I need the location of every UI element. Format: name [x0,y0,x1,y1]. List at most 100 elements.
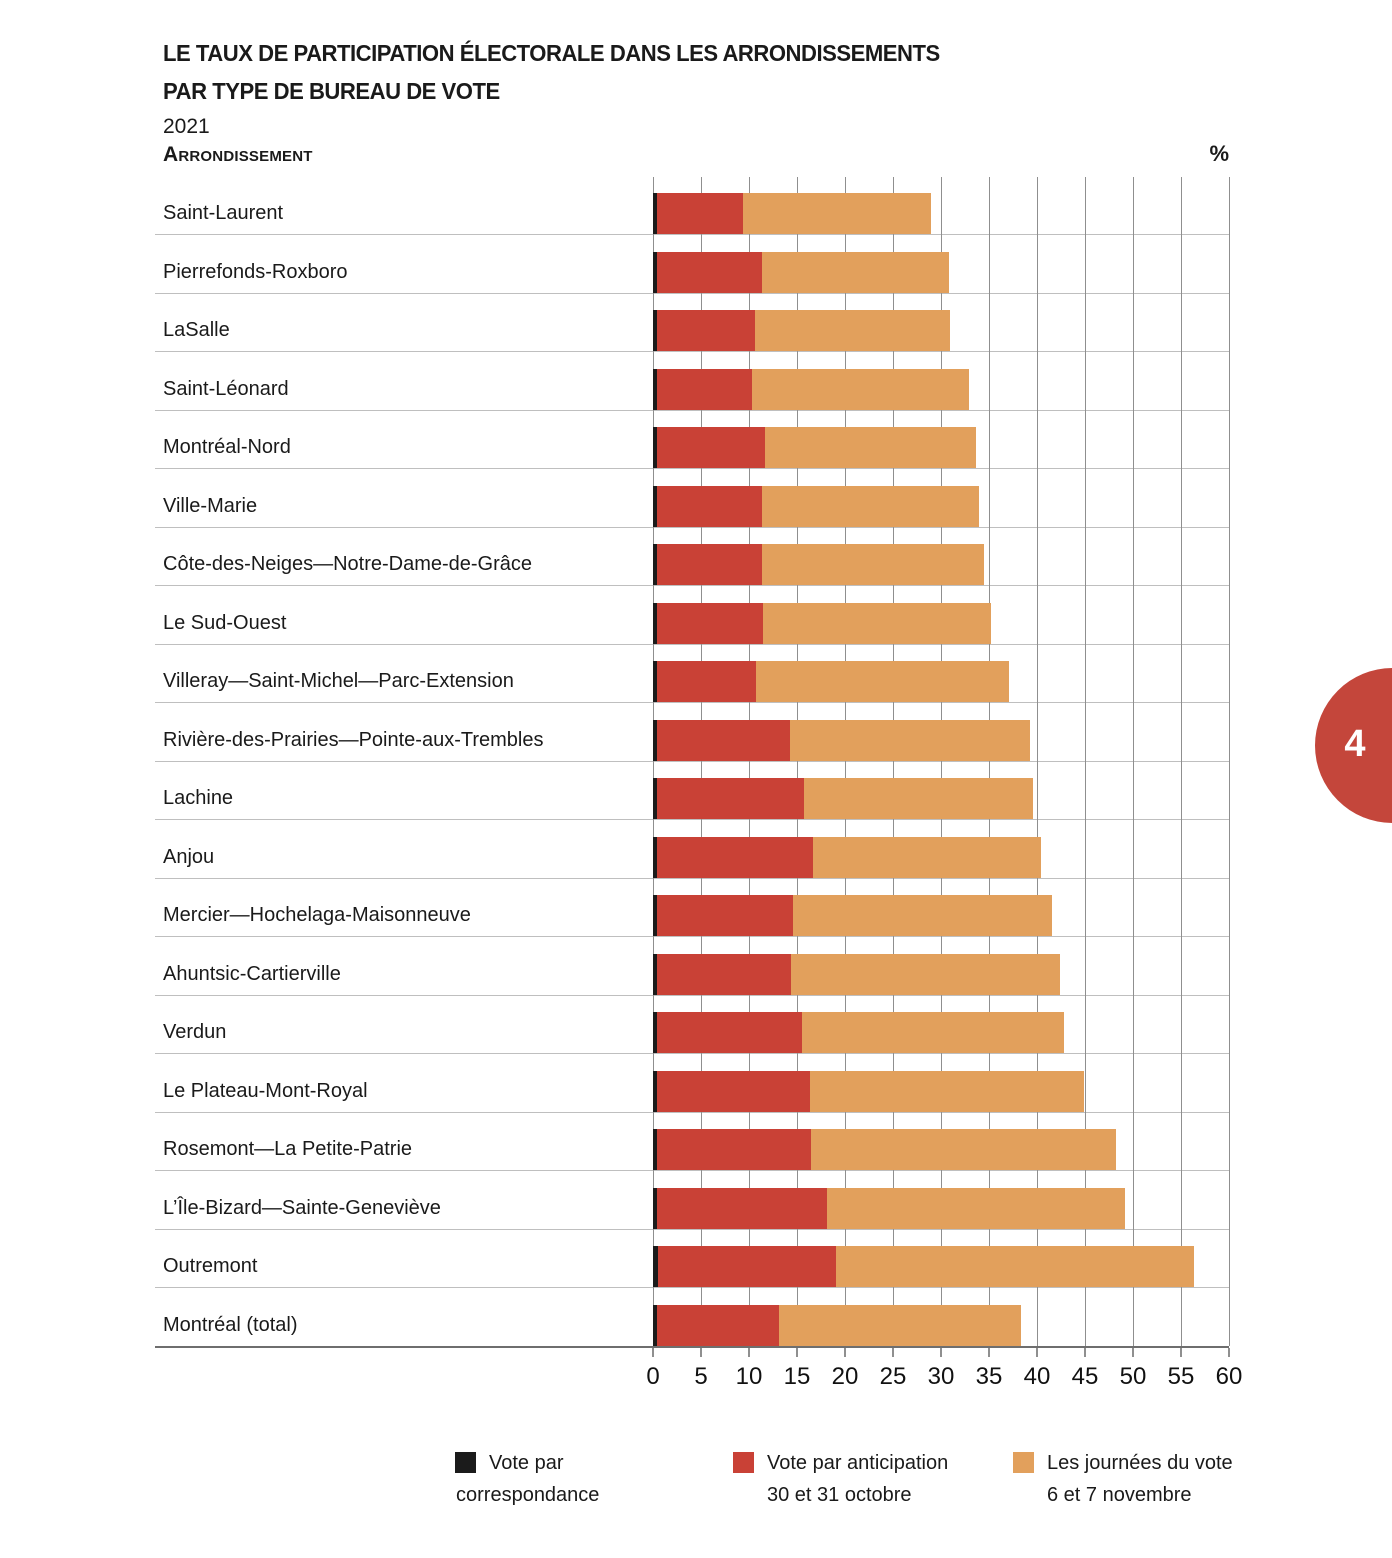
legend-item-correspondance: Vote par correspondance [455,1447,599,1511]
bar-segment-anticipation [656,719,791,761]
bar-segment-anticipation [656,836,814,878]
bar-row [653,1012,1064,1053]
bar-segment-correspondance [653,1246,658,1287]
bar-row [653,368,969,410]
row-separator [155,1228,1229,1230]
x-tick-label: 20 [831,1363,859,1390]
x-tick-label: 45 [1071,1363,1099,1390]
legend-swatch-correspondance [455,1452,476,1473]
row-label: Rosemont—La Petite-Patrie [163,1138,413,1160]
bar-segment-jours_vote [826,1187,1126,1229]
bar-segment-jours_vote [763,602,991,644]
row-label: Montréal-Nord [163,436,291,458]
bar-segment-correspondance [653,1187,657,1229]
row-label: Ville-Marie [163,494,258,517]
axis-tick [652,1348,654,1357]
row-separator [155,292,1229,294]
bar-row [653,1246,1195,1287]
row-separator [155,468,1229,469]
row-label: Verdun [163,1021,227,1043]
bar-segment-correspondance [653,544,657,585]
bar-segment-correspondance [653,1304,657,1346]
bar-segment-anticipation [656,251,763,293]
bar-segment-anticipation [656,895,794,936]
bar-segment-jours_vote [762,251,949,293]
x-tick-label: 40 [1023,1363,1051,1390]
row-separator [155,1170,1229,1171]
x-tick-label: 0 [646,1363,660,1390]
chart-area: 0 5 10 15 20 25 30 35 40 45 50 55 60 Saint-Laurent Pie… [155,177,1242,1390]
bar-segment-anticipation [656,485,763,527]
axis-tick [748,1348,750,1357]
gridline [797,177,798,1346]
bar-row [653,1187,1126,1229]
row-label: Pierrefonds-Roxboro [163,260,348,283]
row-label: Lachine [163,787,234,809]
row-separator [155,585,1229,586]
bar-segment-correspondance [653,427,657,468]
x-tick-label: 35 [975,1363,1003,1390]
gridline [1037,177,1038,1346]
axis-tick [1228,1348,1230,1357]
bar-row [653,719,1031,761]
row-label: Anjou [163,845,215,868]
gridline [1085,177,1086,1346]
axis-tick [1084,1348,1086,1357]
row-label: L’Île-Bizard—Sainte-Geneviève [163,1196,441,1219]
bar-row [653,778,1034,819]
row-separator [155,1287,1229,1288]
row-separator [155,643,1229,645]
bar-segment-anticipation [656,1012,802,1053]
x-tick-label: 55 [1167,1363,1195,1390]
page-number-badge: 4 [1315,668,1392,823]
row-label: Saint-Léonard [163,377,289,400]
bar-segment-anticipation [656,427,766,468]
gridline [893,177,894,1346]
bar-segment-anticipation [656,1304,779,1346]
bar-segment-correspondance [653,1012,657,1053]
row-label: Villeray—Saint-Michel—Parc-Extension [163,670,514,692]
chart-title-line2: PAR TYPE DE BUREAU DE VOTE [163,78,500,104]
bar-segment-correspondance [653,485,657,527]
chart-year: 2021 [163,115,210,138]
bar-row [653,895,1053,936]
legend-item-anticipation: Vote par anticipation 30 et 31 octobre [733,1447,948,1511]
axis-tick [796,1348,798,1357]
bar-segment-correspondance [653,193,657,234]
row-separator [155,1053,1229,1054]
bar-row [653,602,991,644]
bar-segment-anticipation [656,193,744,234]
row-separator [155,936,1229,937]
gridline [749,177,750,1346]
row-separator [155,234,1229,235]
axis-tick [988,1348,990,1357]
bar-segment-correspondance [653,251,657,293]
row-label: Mercier—Hochelaga-Maisonneuve [163,904,471,926]
x-axis-unit-label: % [1209,141,1229,166]
bar-row [653,544,985,585]
gridline [989,177,990,1346]
bar-segment-jours_vote [762,544,985,585]
gridline [653,177,654,1346]
bar-segment-anticipation [656,661,756,702]
bar-segment-jours_vote [810,1070,1085,1112]
row-separator [155,526,1229,528]
row-label: Le Plateau-Mont-Royal [163,1079,368,1102]
bar-segment-jours_vote [836,1246,1195,1287]
bar-segment-jours_vote [751,368,969,410]
legend-label: Vote par anticipation 30 et 31 octobre [767,1452,949,1506]
axis-tick [1132,1348,1134,1357]
bar-row [653,1070,1085,1112]
page-number: 4 [1344,722,1366,765]
bar-segment-anticipation [656,953,792,995]
bar-segment-anticipation [656,1129,812,1170]
bar-segment-jours_vote [765,427,977,468]
bar-segment-correspondance [653,778,657,819]
bar-segment-correspondance [653,953,657,995]
x-tick-label: 5 [694,1363,708,1390]
legend-label: Les journées du vote 6 et 7 novembre [1047,1452,1233,1506]
bar-segment-jours_vote [790,719,1031,761]
bar-segment-anticipation [656,1070,811,1112]
row-label: LaSalle [163,319,230,341]
